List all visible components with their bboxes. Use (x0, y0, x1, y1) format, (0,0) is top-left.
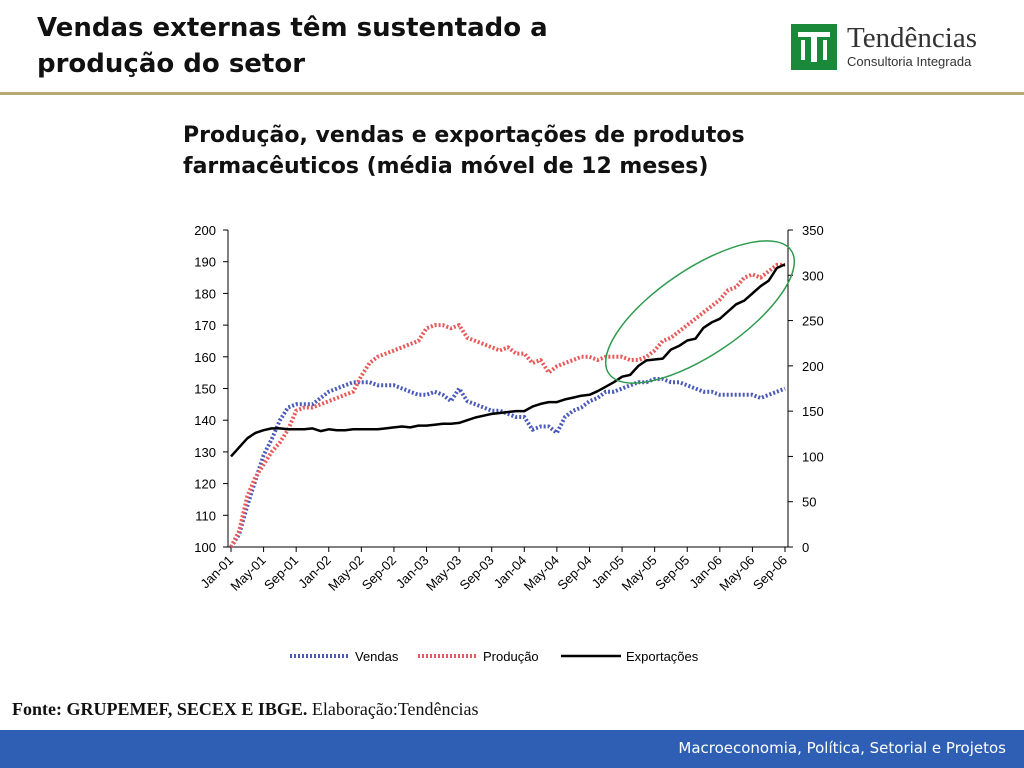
left-tick-label: 170 (194, 318, 216, 333)
logo-tagline: Consultoria Integrada (847, 54, 972, 69)
x-tick-label: Sep-05 (652, 553, 692, 593)
left-tick-label: 190 (194, 255, 216, 270)
x-tick-label: Sep-06 (750, 553, 790, 593)
right-tick-label: 0 (802, 540, 809, 555)
logo-mark-icon (791, 24, 837, 70)
legend-label: Exportações (626, 649, 699, 664)
right-tick-label: 250 (802, 314, 824, 329)
left-tick-label: 100 (194, 540, 216, 555)
x-tick-label: May-02 (325, 553, 366, 594)
x-tick-label: May-06 (716, 553, 757, 594)
left-tick-label: 130 (194, 445, 216, 460)
title-divider (0, 92, 1024, 95)
x-tick-label: May-01 (227, 553, 268, 594)
left-tick-label: 110 (195, 508, 216, 523)
left-tick-label: 150 (194, 382, 216, 397)
left-tick-label: 160 (194, 350, 216, 365)
x-tick-label: May-03 (423, 553, 464, 594)
right-tick-label: 350 (802, 223, 824, 238)
x-tick-label: May-04 (521, 553, 562, 594)
right-tick-label: 100 (802, 449, 824, 464)
x-tick-label: Sep-03 (457, 553, 497, 593)
series-line-producao (229, 262, 785, 548)
source-bold: Fonte: GRUPEMEF, SECEX E IBGE. (12, 699, 308, 719)
logo-name: Tendências (847, 22, 978, 54)
right-tick-label: 50 (802, 495, 816, 510)
source-note: Fonte: GRUPEMEF, SECEX E IBGE. Elaboraçã… (12, 699, 479, 720)
left-tick-label: 120 (194, 477, 216, 492)
right-tick-label: 200 (802, 359, 824, 374)
right-tick-label: 150 (802, 404, 824, 419)
left-tick-label: 200 (194, 223, 216, 238)
highlight-ellipse (604, 240, 796, 384)
chart-title: Produção, vendas e exportações de produt… (183, 123, 745, 179)
line-chart: 100 110 120 130 140 150 160 170 180 190 200 0 50 100 1… (194, 223, 824, 664)
right-tick-label: 300 (802, 268, 824, 283)
x-tick-label: Sep-02 (359, 553, 399, 593)
series-line-vendas (229, 377, 786, 549)
x-tick-label: Sep-04 (554, 553, 594, 593)
source-credit: Elaboração:Tendências (307, 699, 479, 719)
left-tick-label: 180 (194, 286, 216, 301)
footer-text: Macroeconomia, Política, Setorial e Proj… (678, 739, 1006, 757)
x-tick-label: Sep-01 (261, 553, 301, 593)
legend-label: Produção (483, 649, 539, 664)
x-tick-label: May-05 (619, 553, 660, 594)
left-tick-label: 140 (194, 413, 216, 428)
slide-title: Vendas externas têm sustentado a produçã… (37, 13, 548, 79)
tendencias-logo: Tendências Consultoria Integrada (791, 22, 1001, 70)
footer-bar: Macroeconomia, Política, Setorial e Proj… (0, 730, 1024, 768)
series-line-exportacoes (230, 263, 786, 458)
legend-label: Vendas (355, 649, 399, 664)
